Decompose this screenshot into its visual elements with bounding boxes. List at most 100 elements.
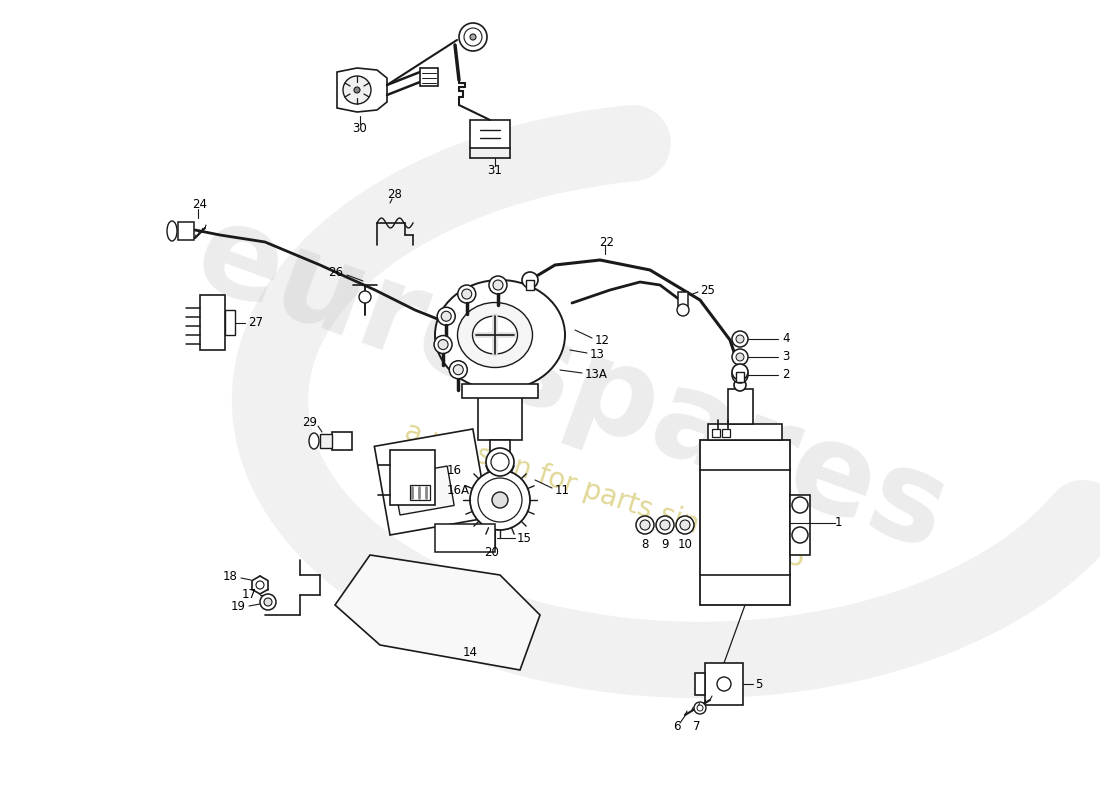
Ellipse shape xyxy=(434,280,565,390)
Circle shape xyxy=(256,581,264,589)
Text: 10: 10 xyxy=(678,538,692,551)
Circle shape xyxy=(732,364,748,380)
Bar xyxy=(200,295,225,350)
Circle shape xyxy=(676,304,689,316)
Circle shape xyxy=(732,349,748,365)
Bar xyxy=(728,389,754,424)
Text: 13A: 13A xyxy=(585,369,608,382)
Ellipse shape xyxy=(343,76,371,104)
Circle shape xyxy=(640,520,650,530)
Text: 12: 12 xyxy=(595,334,610,346)
Circle shape xyxy=(736,353,744,361)
Text: a passion for parts since 1985: a passion for parts since 1985 xyxy=(402,418,808,574)
Circle shape xyxy=(441,311,451,322)
Circle shape xyxy=(464,28,482,46)
Bar xyxy=(705,663,742,705)
Bar xyxy=(712,429,720,437)
Bar xyxy=(708,424,782,440)
Text: 13: 13 xyxy=(590,349,605,362)
Text: 24: 24 xyxy=(192,198,208,211)
Circle shape xyxy=(260,594,276,610)
Bar xyxy=(526,280,534,290)
Circle shape xyxy=(491,453,509,471)
Circle shape xyxy=(732,331,748,347)
Polygon shape xyxy=(337,68,387,112)
Text: 16: 16 xyxy=(447,463,462,477)
Text: 11: 11 xyxy=(556,483,570,497)
Text: 8: 8 xyxy=(641,538,649,551)
Text: 28: 28 xyxy=(387,189,403,202)
Text: 4: 4 xyxy=(782,333,790,346)
Text: 29: 29 xyxy=(302,415,318,429)
Circle shape xyxy=(717,677,732,691)
Text: 22: 22 xyxy=(600,235,615,249)
Circle shape xyxy=(490,276,507,294)
Bar xyxy=(393,466,454,515)
Circle shape xyxy=(522,272,538,288)
Text: 14: 14 xyxy=(462,646,477,658)
Bar xyxy=(462,384,538,398)
Circle shape xyxy=(493,280,503,290)
Bar xyxy=(695,673,705,695)
Bar xyxy=(420,68,438,86)
Bar xyxy=(226,310,235,335)
Circle shape xyxy=(736,335,744,343)
Bar xyxy=(332,432,352,450)
Text: 31: 31 xyxy=(487,163,503,177)
Text: 9: 9 xyxy=(661,538,669,551)
Circle shape xyxy=(732,367,748,383)
Text: eurospares: eurospares xyxy=(180,192,964,576)
Text: 6: 6 xyxy=(673,721,681,734)
Bar xyxy=(390,450,435,505)
Text: 16A: 16A xyxy=(447,483,470,497)
Text: 18: 18 xyxy=(223,570,238,583)
Text: 25: 25 xyxy=(700,283,715,297)
Circle shape xyxy=(462,289,472,299)
Ellipse shape xyxy=(458,302,532,367)
Circle shape xyxy=(470,470,530,530)
Circle shape xyxy=(676,516,694,534)
Circle shape xyxy=(697,705,703,711)
Text: 26: 26 xyxy=(328,266,343,279)
Bar xyxy=(320,434,332,448)
Circle shape xyxy=(354,87,360,93)
Bar xyxy=(700,440,790,605)
Circle shape xyxy=(470,34,476,40)
Bar xyxy=(470,120,510,148)
Polygon shape xyxy=(336,555,540,670)
Circle shape xyxy=(734,379,746,391)
Ellipse shape xyxy=(473,316,517,354)
Circle shape xyxy=(694,702,706,714)
Text: 27: 27 xyxy=(248,317,263,330)
Circle shape xyxy=(264,598,272,606)
Circle shape xyxy=(449,361,468,378)
Text: 5: 5 xyxy=(755,678,762,690)
Circle shape xyxy=(792,497,808,513)
Circle shape xyxy=(636,516,654,534)
Text: 3: 3 xyxy=(782,350,790,363)
Bar xyxy=(374,429,488,535)
Circle shape xyxy=(359,291,371,303)
Text: 15: 15 xyxy=(517,531,532,545)
Ellipse shape xyxy=(309,433,319,449)
Bar xyxy=(410,485,430,500)
Text: 20: 20 xyxy=(485,546,499,558)
Circle shape xyxy=(458,285,475,303)
Circle shape xyxy=(459,23,487,51)
Bar xyxy=(478,390,522,440)
Bar xyxy=(678,292,688,308)
Circle shape xyxy=(680,520,690,530)
Bar xyxy=(490,440,510,470)
Text: 7: 7 xyxy=(693,721,701,734)
Bar xyxy=(178,222,194,240)
Circle shape xyxy=(434,335,452,354)
Circle shape xyxy=(792,527,808,543)
Bar xyxy=(434,524,495,552)
Ellipse shape xyxy=(167,221,177,241)
Text: 1: 1 xyxy=(835,517,843,530)
Bar xyxy=(722,429,730,437)
Bar xyxy=(736,372,744,382)
Text: 30: 30 xyxy=(353,122,367,134)
Text: 2: 2 xyxy=(782,369,790,382)
Circle shape xyxy=(736,371,744,379)
